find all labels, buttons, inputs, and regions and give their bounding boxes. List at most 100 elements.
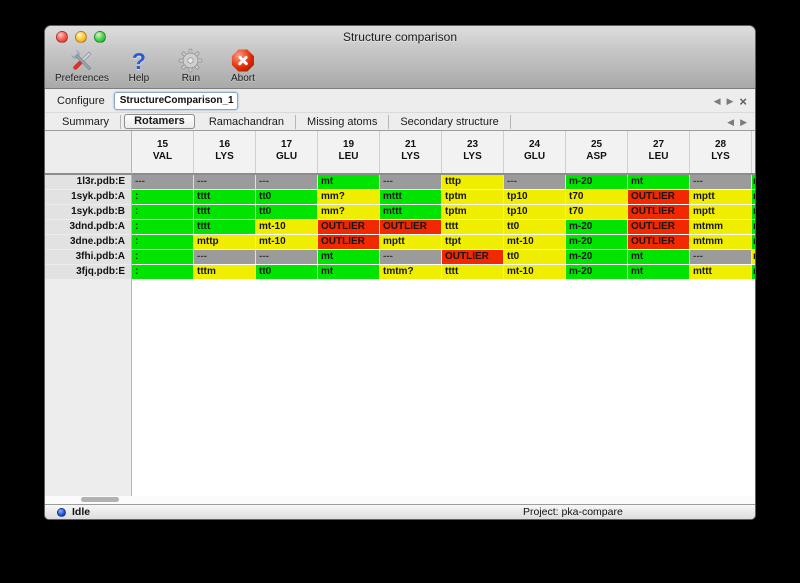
rotamer-cell[interactable]: mttp xyxy=(194,235,256,249)
rotamer-cell[interactable]: mt xyxy=(318,175,380,189)
rotamer-cell[interactable]: mptt xyxy=(690,190,752,204)
rotamer-cell[interactable]: --- xyxy=(132,175,194,189)
tab-ramachandran[interactable]: Ramachandran xyxy=(198,114,297,129)
horizontal-scrollbar[interactable] xyxy=(45,496,755,504)
rotamer-cell[interactable]: t70 xyxy=(566,190,628,204)
rotamer-cell[interactable]: OUTLIER xyxy=(628,190,690,204)
rotamer-cell-clipped[interactable]: m xyxy=(752,205,755,219)
rotamer-cell-clipped[interactable]: m xyxy=(752,265,755,279)
rotamer-cell[interactable]: OUTLIER xyxy=(380,220,442,234)
rotamer-cell[interactable]: OUTLIER xyxy=(628,235,690,249)
row-label[interactable]: 3fhi.pdb:A xyxy=(45,250,131,264)
abort-button[interactable]: Abort xyxy=(221,47,265,84)
run-button[interactable]: Run xyxy=(169,47,213,84)
rotamer-cell[interactable]: OUTLIER xyxy=(628,205,690,219)
rotamer-cell[interactable]: tmtm? xyxy=(380,265,442,279)
rotamer-cell[interactable]: --- xyxy=(380,175,442,189)
rotamer-cell[interactable]: tttp xyxy=(442,175,504,189)
row-label[interactable]: 1syk.pdb:B xyxy=(45,205,131,219)
rotamer-cell[interactable]: tttt xyxy=(442,265,504,279)
rotamer-cell[interactable]: tttt xyxy=(194,220,256,234)
rotamer-cell[interactable]: tttm xyxy=(194,265,256,279)
rotamer-cell[interactable]: mptt xyxy=(690,205,752,219)
rotamer-cell[interactable]: mttt xyxy=(380,190,442,204)
minimize-window-button[interactable] xyxy=(75,31,87,43)
rotamer-cell[interactable]: tt0 xyxy=(504,250,566,264)
rotamer-cell[interactable]: OUTLIER xyxy=(318,235,380,249)
rotamer-cell[interactable]: mt-10 xyxy=(256,235,318,249)
scrollbar-thumb[interactable] xyxy=(81,497,119,502)
help-button[interactable]: ? Help xyxy=(117,47,161,85)
rotamer-cell[interactable]: : xyxy=(132,220,194,234)
rotamer-cell[interactable]: --- xyxy=(194,250,256,264)
row-label[interactable]: 1l3r.pdb:E xyxy=(45,175,131,189)
row-label[interactable]: 3dne.pdb:A xyxy=(45,235,131,249)
close-window-button[interactable] xyxy=(56,31,68,43)
row-label[interactable]: 3fjq.pdb:E xyxy=(45,265,131,279)
rotamer-cell[interactable]: mt xyxy=(628,265,690,279)
tab-missing-atoms[interactable]: Missing atoms xyxy=(296,114,390,129)
rotamer-cell[interactable]: tptm xyxy=(442,190,504,204)
rotamer-cell-clipped[interactable]: m xyxy=(752,190,755,204)
column-header-19[interactable]: 19 LEU xyxy=(318,131,380,173)
rotamer-cell[interactable]: tt0 xyxy=(504,220,566,234)
rotamer-cell[interactable]: m-20 xyxy=(566,235,628,249)
rotamer-cell[interactable]: mt-10 xyxy=(504,235,566,249)
rotamer-cell[interactable]: mtmm xyxy=(690,220,752,234)
rotamer-cell[interactable]: tt0 xyxy=(256,265,318,279)
close-result-icon[interactable]: × xyxy=(739,93,747,109)
rotamer-cell[interactable]: mt xyxy=(628,250,690,264)
configuration-name-field[interactable]: StructureComparison_1 xyxy=(113,91,238,110)
previous-result-icon[interactable]: ◀ xyxy=(713,95,721,106)
row-label[interactable]: 3dnd.pdb:A xyxy=(45,220,131,234)
rotamer-cell[interactable]: tttt xyxy=(194,205,256,219)
column-header-24[interactable]: 24 GLU xyxy=(504,131,566,173)
column-header-23[interactable]: 23 LYS xyxy=(442,131,504,173)
rotamer-cell[interactable]: mt xyxy=(628,175,690,189)
rotamer-cell[interactable]: mt xyxy=(318,250,380,264)
rotamer-cell[interactable]: OUTLIER xyxy=(318,220,380,234)
rotamer-cell[interactable]: --- xyxy=(256,250,318,264)
rotamer-cell[interactable]: m-20 xyxy=(566,175,628,189)
rotamer-cell[interactable]: t70 xyxy=(566,205,628,219)
tab-summary[interactable]: Summary xyxy=(51,114,122,129)
rotamer-cell[interactable]: mttt xyxy=(690,265,752,279)
rotamer-cell[interactable]: --- xyxy=(194,175,256,189)
rotamer-cell-clipped[interactable]: m xyxy=(752,250,755,264)
rotamer-cell[interactable]: --- xyxy=(690,175,752,189)
rotamer-cell[interactable]: : xyxy=(132,235,194,249)
column-header-21[interactable]: 21 LYS xyxy=(380,131,442,173)
rotamer-cell[interactable]: m-20 xyxy=(566,220,628,234)
column-header-27[interactable]: 27 LEU xyxy=(628,131,690,173)
rotamer-cell[interactable]: --- xyxy=(504,175,566,189)
rotamer-cell[interactable]: tptm xyxy=(442,205,504,219)
rotamer-cell-clipped[interactable]: m xyxy=(752,235,755,249)
rotamer-cell[interactable]: mt-10 xyxy=(256,220,318,234)
column-header-16[interactable]: 16 LYS xyxy=(194,131,256,173)
rotamer-cell[interactable]: tt0 xyxy=(256,205,318,219)
rotamer-cell[interactable]: --- xyxy=(256,175,318,189)
column-header-17[interactable]: 17 GLU xyxy=(256,131,318,173)
rotamer-cell[interactable]: : xyxy=(132,250,194,264)
rotamer-cell[interactable]: --- xyxy=(690,250,752,264)
zoom-window-button[interactable] xyxy=(94,31,106,43)
rotamer-cell[interactable]: mt xyxy=(318,265,380,279)
titlebar[interactable]: Structure comparison xyxy=(45,26,755,48)
next-result-icon[interactable]: ▶ xyxy=(726,95,734,106)
rotamer-cell[interactable]: ttpt xyxy=(442,235,504,249)
rotamer-cell[interactable]: mtmm xyxy=(690,235,752,249)
rotamer-cell[interactable]: : xyxy=(132,265,194,279)
rotamer-cell[interactable]: m-20 xyxy=(566,250,628,264)
rotamer-cell[interactable]: tttt xyxy=(194,190,256,204)
rotamer-cell[interactable]: mt-10 xyxy=(504,265,566,279)
rotamer-cell-clipped[interactable]: m xyxy=(752,175,755,189)
preferences-button[interactable]: Preferences xyxy=(55,47,109,84)
row-label[interactable]: 1syk.pdb:A xyxy=(45,190,131,204)
rotamer-cell[interactable]: tttt xyxy=(442,220,504,234)
column-header-15[interactable]: 15 VAL xyxy=(132,131,194,173)
tab-scroll-right-icon[interactable]: ▶ xyxy=(740,116,747,127)
rotamer-cell[interactable]: OUTLIER xyxy=(628,220,690,234)
column-header-25[interactable]: 25 ASP xyxy=(566,131,628,173)
rotamer-cell[interactable]: --- xyxy=(380,250,442,264)
tab-rotamers[interactable]: Rotamers xyxy=(124,114,195,129)
